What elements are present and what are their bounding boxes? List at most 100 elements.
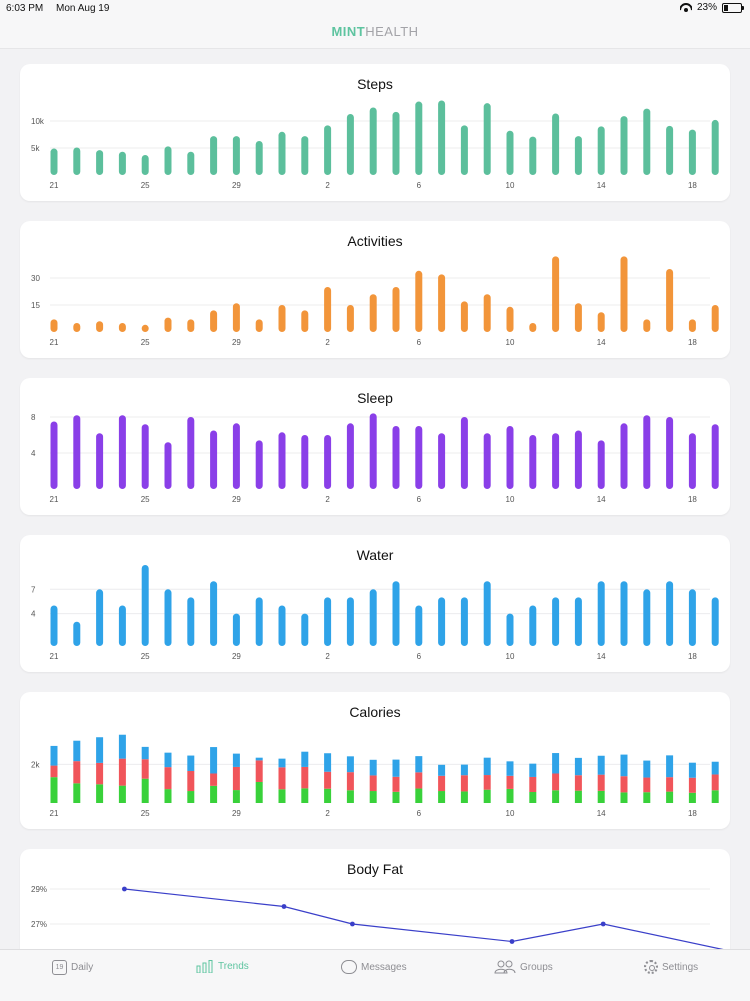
x-tick-label: 6 [417, 181, 422, 190]
chart-title: Activities [347, 233, 403, 249]
x-tick-label: 21 [50, 495, 59, 504]
stacked-bar-segment [438, 764, 446, 776]
bar [666, 269, 674, 332]
bar [438, 597, 446, 646]
bar [643, 319, 651, 332]
stacked-bar-segment [711, 774, 719, 791]
chart-title: Steps [357, 76, 393, 92]
water-card[interactable]: Water 4 7 21 25 29 2 6 10 14 18 [20, 535, 730, 672]
stacked-bar-segment [460, 764, 468, 776]
bar [597, 440, 605, 489]
bar [529, 136, 537, 175]
calendar-icon: 19 [52, 960, 67, 975]
bar [73, 147, 81, 175]
sleep-card[interactable]: Sleep 4 8 21 25 29 2 6 10 14 18 [20, 378, 730, 515]
tab-settings[interactable]: Settings [644, 960, 698, 974]
stacked-bar-segment [369, 759, 377, 776]
y-tick-label: 2k [31, 760, 40, 769]
stacked-bar-segment [164, 752, 172, 768]
x-tick-label: 10 [506, 495, 515, 504]
stacked-bar-segment [643, 777, 651, 793]
steps-card[interactable]: Steps 5k 10k 21 25 29 2 6 10 14 18 [20, 64, 730, 201]
tab-label: Daily [71, 962, 94, 973]
bar [210, 430, 218, 489]
stacked-bar-segment [164, 789, 172, 803]
stacked-bar-segment [552, 753, 560, 774]
stacked-bar-segment [50, 765, 58, 778]
x-tick-label: 14 [597, 809, 606, 818]
stacked-bar-segment [552, 773, 560, 791]
x-tick-label: 18 [688, 338, 697, 347]
app-title-health: HEALTH [365, 24, 419, 39]
bar [711, 424, 719, 489]
stacked-bar-segment [506, 788, 514, 803]
steps-chart: 5k 10k 21 25 29 2 6 10 14 18 [31, 100, 719, 190]
bar [187, 151, 195, 175]
line-point [350, 921, 355, 927]
stacked-bar-segment [529, 776, 537, 793]
x-tick-label: 25 [141, 181, 150, 190]
bar [392, 581, 400, 646]
bar [301, 310, 309, 332]
bar [141, 424, 149, 489]
tab-daily[interactable]: 19 Daily [52, 960, 93, 975]
bar [711, 305, 719, 332]
bar [50, 421, 58, 489]
tab-messages[interactable]: Messages [341, 960, 407, 974]
bar [506, 306, 514, 332]
stacked-bar-segment [73, 783, 81, 803]
calories-chart: 2k 21 25 29 2 6 10 14 18 [31, 734, 719, 818]
tab-bar: 19 Daily Trends Messages Groups Settings [0, 949, 750, 1001]
chat-bubble-icon [341, 960, 357, 974]
bar [392, 426, 400, 489]
bar [118, 151, 126, 175]
stacked-bar-segment [643, 792, 651, 803]
bar [483, 581, 491, 646]
bar [392, 111, 400, 175]
x-tick-label: 29 [232, 181, 241, 190]
x-tick-label: 21 [50, 809, 59, 818]
bar [118, 415, 126, 489]
bar [460, 125, 468, 175]
status-bar: 6:03 PM Mon Aug 19 23% [0, 0, 750, 16]
x-tick-label: 6 [417, 338, 422, 347]
body-fat-chart: 29% 27% [31, 885, 730, 952]
wifi-icon [680, 3, 692, 12]
stacked-bar-segment [620, 792, 628, 803]
bar [438, 100, 446, 175]
chart-title: Calories [349, 704, 401, 720]
bar [164, 317, 172, 332]
stacked-bar-segment [141, 778, 149, 803]
x-tick-label: 10 [506, 652, 515, 661]
tab-groups[interactable]: Groups [494, 960, 553, 974]
line-point [600, 921, 606, 927]
bar [620, 581, 628, 646]
stacked-bar-segment [529, 763, 537, 777]
bar [597, 581, 605, 646]
stacked-bar-segment [574, 757, 582, 776]
battery-icon [722, 2, 744, 13]
tab-trends[interactable]: Trends [196, 960, 249, 973]
bar [141, 155, 149, 175]
stacked-bar-segment [232, 790, 240, 803]
stacked-bar-segment [620, 754, 628, 777]
calories-card[interactable]: Calories 2k 21 25 29 2 6 10 14 18 [20, 692, 730, 829]
stacked-bar-segment [141, 759, 149, 779]
bar [643, 108, 651, 175]
stacked-bar-segment [438, 775, 446, 792]
x-tick-label: 29 [232, 809, 241, 818]
bar [96, 321, 104, 332]
stacked-bar-segment [620, 776, 628, 793]
bar [438, 274, 446, 332]
stacked-bar-segment [529, 792, 537, 803]
bar [369, 294, 377, 332]
y-tick-label: 29% [31, 885, 47, 894]
stacked-bar-segment [597, 774, 605, 791]
activities-card[interactable]: Activities 15 30 21 25 29 2 6 10 14 18 [20, 221, 730, 358]
activities-chart: 15 30 21 25 29 2 6 10 14 18 [31, 256, 719, 347]
y-tick-label: 10k [31, 117, 45, 126]
stacked-bar-segment [187, 755, 195, 771]
stacked-bar-segment [483, 757, 491, 776]
bar [620, 116, 628, 175]
bar [346, 305, 354, 332]
